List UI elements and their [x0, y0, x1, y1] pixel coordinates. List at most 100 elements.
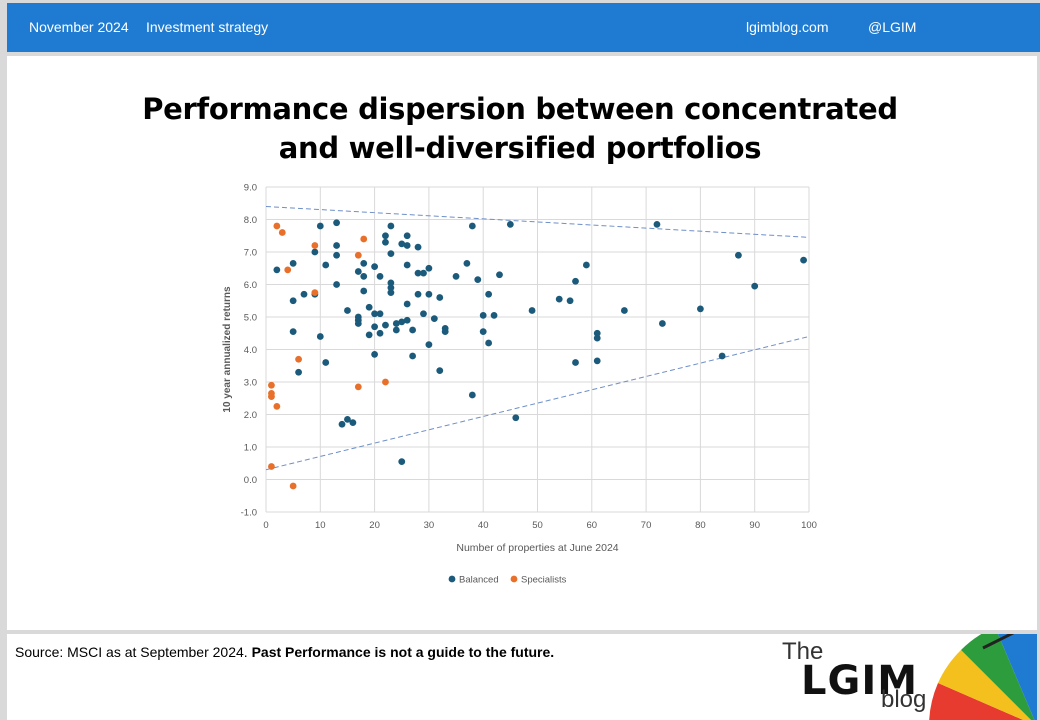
balanced-point [566, 297, 574, 305]
legend-label-specialists: Specialists [521, 575, 567, 586]
balanced-point [479, 311, 487, 319]
disclaimer-text: Past Performance is not a guide to the f… [251, 644, 555, 660]
content-panel: Performance dispersion between concentra… [7, 56, 1037, 630]
specialists-point [360, 235, 368, 243]
balanced-point [485, 339, 493, 347]
x-tick-label: 50 [532, 520, 543, 531]
balanced-point [371, 310, 378, 318]
header-site-link[interactable]: lgimblog.com [746, 19, 829, 35]
balanced-point [409, 326, 417, 334]
balanced-point [333, 281, 340, 288]
chart-title-line1: Performance dispersion between concentra… [142, 92, 898, 126]
x-tick-label: 20 [369, 520, 380, 531]
specialists-point [354, 251, 362, 259]
balanced-point [387, 222, 395, 230]
balanced-point [354, 268, 362, 275]
balanced-point [387, 279, 395, 287]
balanced-point [697, 305, 704, 313]
balanced-point [582, 261, 590, 269]
balanced-point [463, 259, 471, 267]
balanced-point [398, 240, 406, 248]
legend-label-balanced: Balanced [459, 575, 499, 586]
balanced-point [479, 328, 487, 336]
x-tick-label: 100 [801, 520, 817, 531]
balanced-point [376, 272, 384, 280]
specialists-point [354, 383, 362, 391]
specialists-point [311, 289, 319, 297]
balanced-point [593, 334, 601, 342]
balanced-point [572, 359, 579, 366]
specialists-point [295, 355, 302, 363]
balanced-point [338, 420, 346, 428]
balanced-point [718, 352, 726, 360]
umbrella-icon [929, 634, 1037, 720]
specialists-point [278, 229, 286, 236]
x-tick-label: 0 [263, 520, 268, 531]
logo-the: The [782, 638, 824, 665]
balanced-point [441, 328, 449, 336]
y-tick-label: 6.0 [244, 280, 257, 291]
balanced-point [387, 289, 395, 297]
x-tick-label: 60 [587, 520, 598, 531]
balanced-point [572, 277, 579, 285]
lgim-blog-logo[interactable]: The LGIM blog [777, 634, 1037, 720]
y-tick-label: 0.0 [244, 475, 257, 486]
balanced-point [496, 271, 503, 279]
balanced-point [344, 307, 351, 314]
balanced-point [382, 321, 389, 329]
balanced-point [354, 320, 362, 327]
balanced-point [333, 251, 340, 259]
header-section: Investment strategy [146, 19, 269, 35]
balanced-point [333, 242, 340, 249]
specialists-point [382, 378, 389, 386]
balanced-point [425, 264, 433, 272]
y-tick-label: -1.0 [241, 508, 257, 519]
balanced-point [376, 329, 384, 337]
balanced-point [371, 350, 378, 358]
balanced-point [382, 232, 389, 240]
specialists-point [268, 393, 275, 401]
balanced-point [300, 290, 308, 298]
header-date: November 2024 [29, 19, 129, 35]
x-tick-label: 10 [315, 520, 326, 531]
x-tick-label: 40 [478, 520, 489, 531]
balanced-point [382, 238, 389, 246]
balanced-point [452, 272, 460, 280]
balanced-point [620, 307, 628, 314]
specialists-point [311, 242, 319, 249]
balanced-point [316, 333, 324, 340]
balanced-point [376, 310, 384, 318]
y-tick-label: 2.0 [244, 410, 257, 421]
balanced-point [398, 318, 406, 326]
specialists-point [284, 266, 292, 274]
balanced-point [653, 220, 661, 228]
balanced-point [485, 290, 493, 298]
balanced-point [344, 415, 351, 423]
x-axis-label: Number of properties at June 2024 [456, 542, 618, 554]
logo-lgim: LGIM [801, 658, 919, 704]
balanced-point [392, 320, 400, 327]
y-tick-label: 5.0 [244, 313, 257, 324]
x-tick-label: 90 [749, 520, 760, 531]
balanced-point [409, 352, 417, 360]
balanced-point [289, 259, 297, 267]
balanced-point [403, 232, 411, 240]
balanced-point [387, 284, 395, 292]
y-tick-label: 9.0 [244, 183, 257, 194]
balanced-point [474, 276, 482, 284]
balanced-point [436, 367, 444, 375]
scatter-chart: -1.0 0.0 1.0 2.0 3.0 4.0 5.0 6.0 7.0 8.0 9.0 0 10 20 3… [222, 183, 817, 586]
y-tick-label: 1.0 [244, 443, 257, 454]
balanced-point [365, 303, 373, 311]
y-tick-label: 3.0 [244, 378, 257, 389]
balanced-point [735, 251, 742, 259]
balanced-point [506, 220, 514, 228]
chart-title-line2: and well-diversified portfolios [278, 131, 762, 165]
balanced-point [333, 219, 340, 227]
balanced-point [371, 323, 378, 331]
header-bar: November 2024 Investment strategy lgimbl… [7, 3, 1040, 52]
header-twitter-handle[interactable]: @LGIM [868, 19, 917, 35]
balanced-point [273, 266, 281, 274]
balanced-point [468, 391, 476, 399]
source-note: Source: MSCI as at September 2024. Past … [15, 644, 554, 660]
